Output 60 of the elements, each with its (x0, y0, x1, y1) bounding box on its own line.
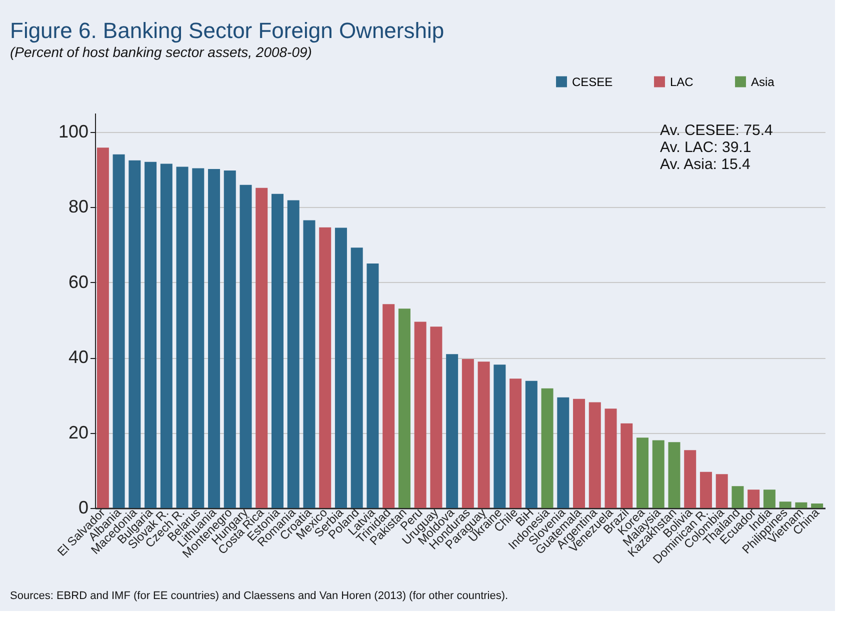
bar (748, 490, 760, 508)
bar (398, 308, 410, 508)
bar (604, 408, 617, 508)
bar (636, 438, 648, 508)
bar (430, 326, 442, 508)
bar (700, 472, 712, 508)
bar (462, 359, 474, 508)
y-tick-label: 60 (68, 272, 88, 292)
legend-label: LAC (670, 74, 694, 89)
bar (319, 227, 332, 508)
bar (208, 169, 220, 508)
bar (240, 184, 252, 508)
bar (350, 248, 363, 508)
chart-title: Figure 6. Banking Sector Foreign Ownership (10, 18, 444, 43)
bar (620, 423, 633, 508)
bar (779, 502, 792, 508)
bar (795, 502, 808, 508)
bar (557, 397, 570, 508)
bar (160, 164, 172, 508)
bar (652, 440, 664, 508)
bar (763, 490, 776, 508)
bar (272, 194, 284, 508)
bar (112, 154, 125, 508)
bar (128, 160, 141, 508)
legend-label: CESEE (572, 74, 613, 89)
bar (684, 450, 696, 508)
bar (716, 474, 728, 508)
bar (525, 380, 538, 508)
bar (382, 304, 395, 508)
annotation: Av. LAC: 39.1 (660, 139, 752, 156)
bar (510, 378, 522, 508)
y-tick-label: 20 (68, 422, 88, 442)
bar (732, 486, 744, 508)
bar (668, 442, 680, 508)
bar (334, 228, 347, 508)
annotation: Av. CESEE: 75.4 (660, 122, 773, 139)
source-note: Sources: EBRD and IMF (for EE countries) and Claessens and Van Horen (2013) (for other countries). (10, 590, 508, 602)
bar (811, 503, 824, 508)
bar (176, 166, 188, 508)
chart-subtitle: (Percent of host banking sector assets, 2008-09) (10, 44, 312, 60)
bar (366, 263, 379, 508)
y-tick-label: 100 (58, 121, 88, 142)
annotation: Av. Asia: 15.4 (660, 156, 750, 173)
y-tick-label: 80 (68, 196, 88, 217)
bar (573, 398, 586, 508)
bar (224, 170, 236, 508)
bar (478, 362, 490, 508)
bar (96, 148, 109, 508)
bar (541, 388, 554, 508)
legend-label: Asia (751, 74, 775, 89)
bar (303, 220, 316, 508)
bar (588, 402, 601, 508)
bar (494, 364, 506, 508)
bar (446, 354, 458, 508)
bar (192, 168, 204, 508)
bar (414, 322, 426, 508)
bar (287, 200, 300, 508)
bar (144, 162, 157, 508)
bar (256, 188, 268, 508)
y-tick-label: 40 (68, 347, 88, 368)
